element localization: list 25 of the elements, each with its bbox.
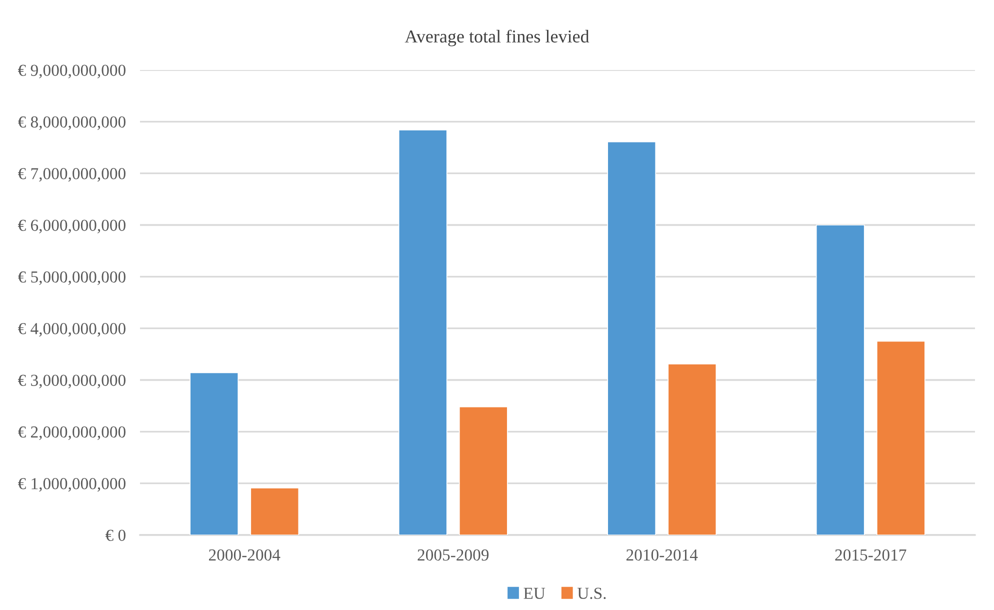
y-tick-label: € 9,000,000,000 [18,64,126,78]
y-tick-label: € 2,000,000,000 [18,426,126,440]
chart-title: Average total fines levied [404,30,590,46]
bar [668,364,717,535]
x-tick-label: 2015-2017 [835,549,906,561]
bar [190,372,239,535]
bar [250,488,300,535]
x-tick-label: 2000-2004 [209,549,280,561]
y-tick-label: € 1,000,000,000 [18,478,126,492]
y-tick-label: € 6,000,000,000 [18,220,126,234]
legend-label: EU [524,588,546,599]
x-tick-label: 2005-2009 [418,549,489,561]
bar [458,406,508,535]
bar [876,340,926,535]
legend-label: U.S. [577,588,606,599]
x-tick-label: 2010-2014 [626,549,698,561]
y-tick-label: € 4,000,000,000 [18,323,126,337]
y-tick-label: € 3,000,000,000 [18,374,126,388]
bar [398,130,448,535]
bar [816,224,865,535]
y-tick-label: € 5,000,000,000 [18,271,126,286]
y-tick-label: € 8,000,000,000 [18,116,126,130]
y-tick-label: € 0 [106,530,126,541]
y-tick-label: € 7,000,000,000 [18,168,126,182]
bar [607,141,656,535]
